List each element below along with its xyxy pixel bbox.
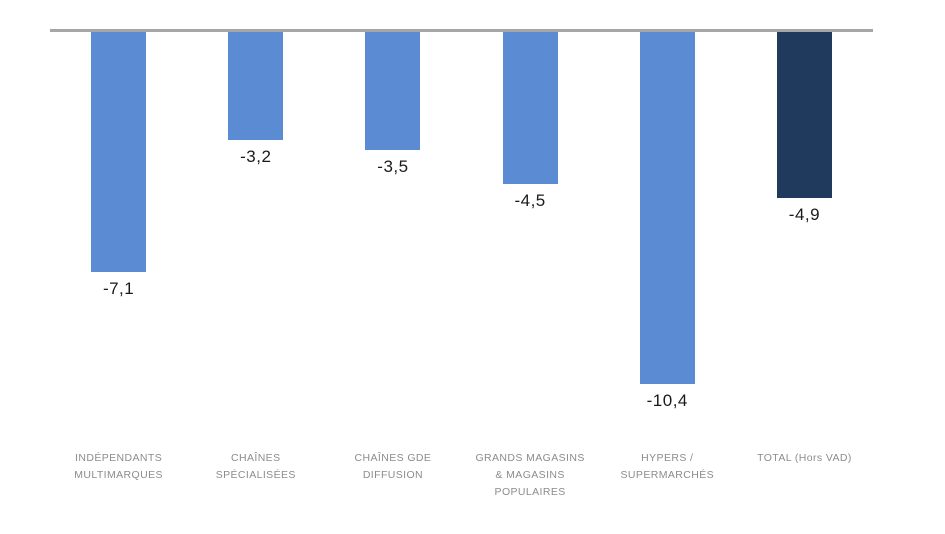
category-label: HYPERS / SUPERMARCHÉS xyxy=(620,452,715,481)
bar xyxy=(502,32,558,184)
bar xyxy=(228,32,284,140)
value-label: -3,5 xyxy=(377,157,409,176)
category-label: GRANDS MAGASINS & MAGASINS POPULAIRES xyxy=(475,452,585,498)
value-label: -7,1 xyxy=(102,279,135,298)
value-label: -3,2 xyxy=(240,147,272,166)
bar-slot: -3,2 xyxy=(187,32,324,167)
bar-slot: -7,1 xyxy=(50,32,187,299)
bar-total xyxy=(776,32,832,198)
category-label: INDÉPENDANTS MULTIMARQUES xyxy=(74,452,163,481)
bar xyxy=(639,32,695,384)
category-label: CHAÎNES SPÉCIALISÉES xyxy=(215,452,296,481)
value-label: -10,4 xyxy=(646,391,688,410)
category-label: TOTAL (Hors VAD) xyxy=(757,452,852,464)
bar-slot: -4,5 xyxy=(462,32,599,211)
bar xyxy=(365,32,421,150)
bar xyxy=(91,32,147,272)
value-label: -4,5 xyxy=(514,191,546,210)
plot-area: -7,1 -3,2 -3,5 -4,5 -10,4 -4,9 xyxy=(50,32,873,410)
category-axis: INDÉPENDANTS MULTIMARQUES CHAÎNES SPÉCIAL… xyxy=(50,450,873,501)
baseline-axis xyxy=(50,29,873,32)
category-label: CHAÎNES GDE DIFFUSION xyxy=(354,452,432,481)
bar-slot: -10,4 xyxy=(599,32,736,411)
bar-slot: -4,9 xyxy=(736,32,873,225)
value-label: -4,9 xyxy=(788,205,821,224)
bar-slot: -3,5 xyxy=(324,32,461,177)
